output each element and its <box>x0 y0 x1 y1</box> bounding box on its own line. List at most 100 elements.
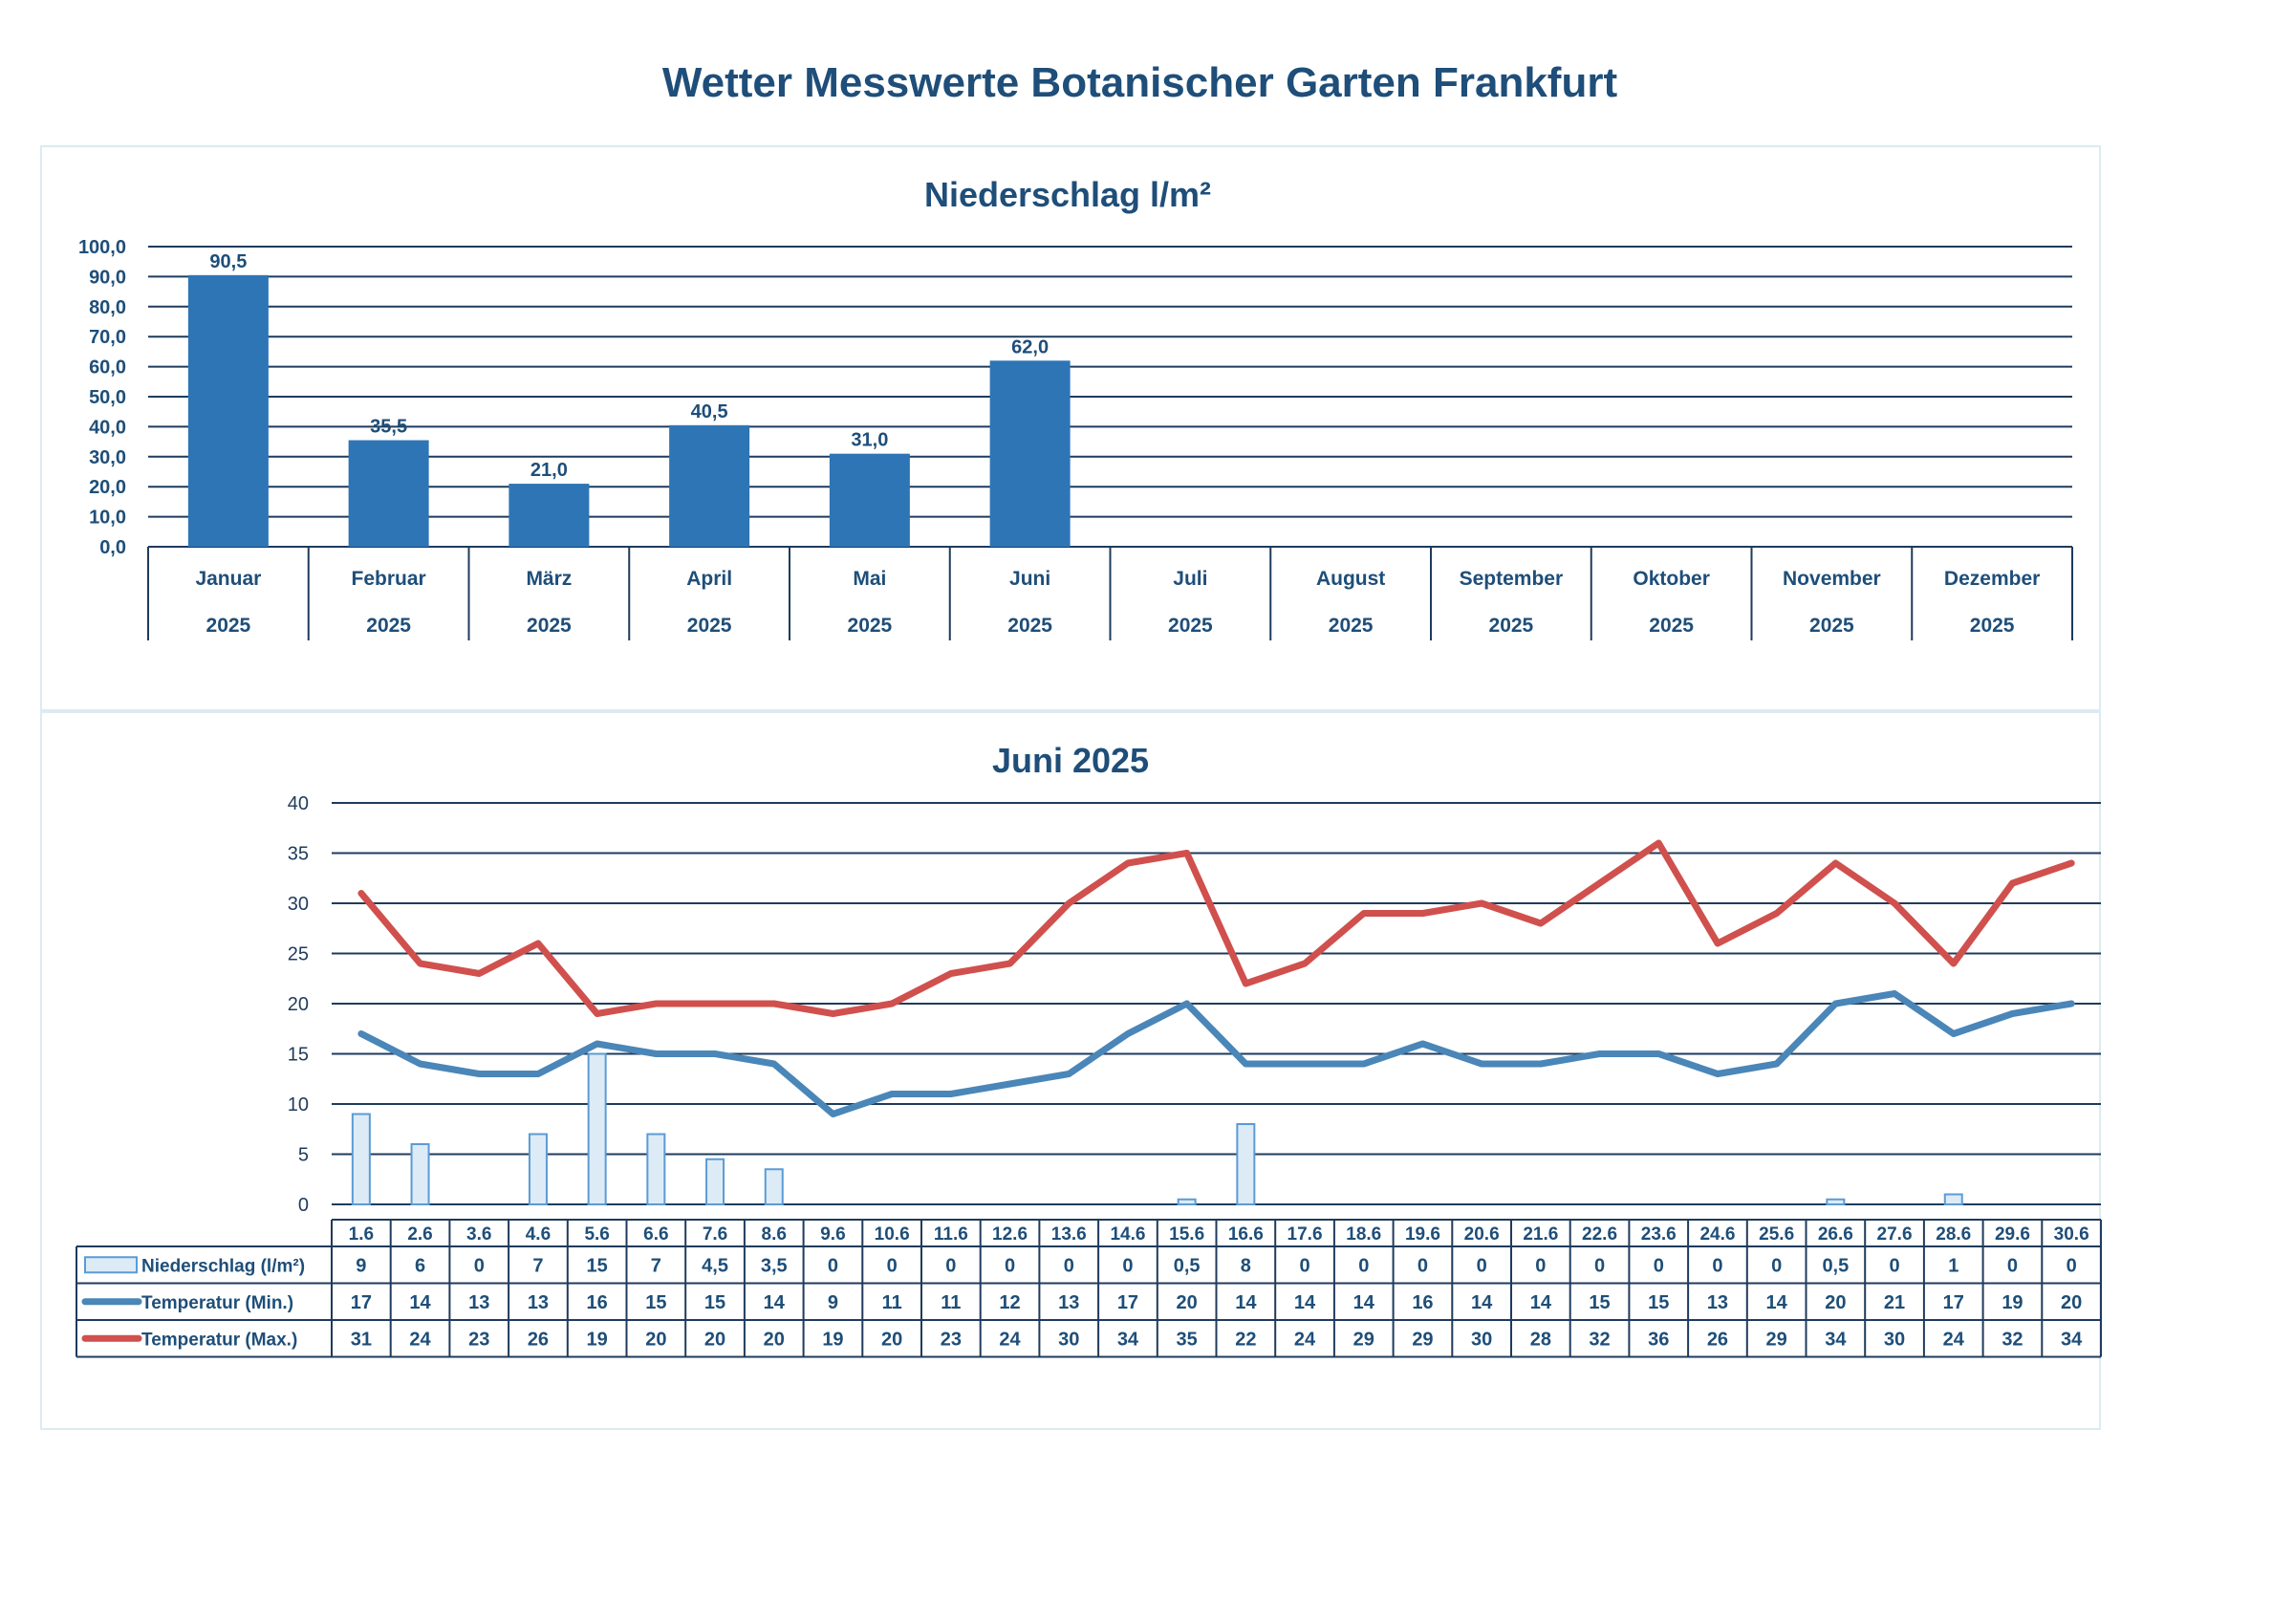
precip-bar <box>1826 1198 1846 1205</box>
table-cell: 0 <box>1122 1255 1133 1276</box>
table-cell: 34 <box>1117 1329 1139 1350</box>
precip-bar <box>1943 1193 1963 1205</box>
bar-value-label: 35,5 <box>370 417 407 438</box>
table-header-date: 22.6 <box>1582 1224 1617 1245</box>
y-tick-label: 20 <box>288 994 309 1015</box>
bar <box>187 274 269 547</box>
precip-bar <box>528 1133 548 1205</box>
x-tick-label: Dezember <box>1944 568 2040 590</box>
table-cell: 14 <box>409 1292 431 1313</box>
table-cell: 15 <box>1589 1292 1610 1313</box>
table-cell: 24 <box>1294 1329 1316 1350</box>
table-cell: 13 <box>468 1292 489 1313</box>
x-tick-label: Oktober <box>1633 568 1710 590</box>
chart-title: Niederschlag l/m² <box>924 175 1211 214</box>
x-tick-year: 2025 <box>1168 615 1213 637</box>
x-tick-label: Mai <box>853 568 886 590</box>
table-header-date: 8.6 <box>762 1224 787 1245</box>
bar-value-label: 40,5 <box>691 401 728 422</box>
table-cell: 23 <box>941 1329 962 1350</box>
table-cell: 0,5 <box>1822 1255 1849 1276</box>
table-cell: 14 <box>1471 1292 1493 1313</box>
table-cell: 24 <box>1943 1329 1965 1350</box>
table-cell: 4,5 <box>702 1255 728 1276</box>
y-tick-label: 100,0 <box>78 237 126 258</box>
line-temp-max <box>357 839 2075 1017</box>
x-tick-label: Juni <box>1009 568 1050 590</box>
table-header-date: 29.6 <box>1995 1224 2030 1245</box>
x-tick-label: Januar <box>195 568 261 590</box>
table-cell: 30 <box>1884 1329 1905 1350</box>
precip-bar <box>410 1143 430 1205</box>
y-tick-label: 10 <box>288 1094 309 1115</box>
table-cell: 30 <box>1058 1329 1079 1350</box>
bar-value-label: 90,5 <box>209 251 247 272</box>
table-cell: 0 <box>1477 1255 1487 1276</box>
bar-value-label: 62,0 <box>1011 336 1049 357</box>
y-tick-label: 40 <box>288 793 309 814</box>
y-tick-label: 30 <box>288 894 309 915</box>
table-cell: 15 <box>645 1292 666 1313</box>
table-cell: 0 <box>945 1255 956 1276</box>
x-tick-label: April <box>686 568 732 590</box>
table-cell: 6 <box>415 1255 425 1276</box>
table-cell: 0 <box>2067 1255 2077 1276</box>
table-cell: 32 <box>1589 1329 1610 1350</box>
table-header-date: 9.6 <box>820 1224 845 1245</box>
line-temp-min <box>357 990 2075 1117</box>
precip-bar <box>1177 1198 1197 1205</box>
table-cell: 15 <box>587 1255 608 1276</box>
table-cell: 7 <box>651 1255 661 1276</box>
table-cell: 32 <box>2002 1329 2023 1350</box>
table-cell: 14 <box>1353 1292 1375 1313</box>
monthly-precipitation-panel <box>40 145 2101 711</box>
x-tick-year: 2025 <box>1007 615 1052 637</box>
precip-bar <box>1236 1123 1256 1205</box>
table-cell: 26 <box>1707 1329 1728 1350</box>
table-header-date: 14.6 <box>1110 1224 1145 1245</box>
x-tick-year: 2025 <box>687 615 732 637</box>
table-header-date: 12.6 <box>992 1224 1028 1245</box>
x-tick-label: August <box>1316 568 1385 590</box>
june-daily-panel <box>40 711 2101 1430</box>
table-cell: 9 <box>828 1292 838 1313</box>
table-cell: 15 <box>704 1292 725 1313</box>
table-cell: 30 <box>1471 1329 1492 1350</box>
y-tick-label: 0,0 <box>99 537 126 558</box>
y-tick-label: 10,0 <box>89 508 126 529</box>
precip-bar <box>351 1113 371 1205</box>
table-header-date: 17.6 <box>1288 1224 1323 1245</box>
y-tick-label: 25 <box>288 944 309 965</box>
table-cell: 0 <box>1005 1255 1015 1276</box>
x-tick-year: 2025 <box>1329 615 1374 637</box>
y-tick-label: 50,0 <box>89 387 126 408</box>
chart-title: Juni 2025 <box>992 741 1149 780</box>
table-cell: 0 <box>1654 1255 1664 1276</box>
table-cell: 11 <box>941 1292 961 1313</box>
table-cell: 34 <box>2061 1329 2083 1350</box>
y-tick-label: 5 <box>298 1145 309 1166</box>
table-header-date: 13.6 <box>1051 1224 1087 1245</box>
table-cell: 14 <box>764 1292 786 1313</box>
x-tick-year: 2025 <box>527 615 572 637</box>
table-cell: 11 <box>882 1292 902 1313</box>
x-tick-year: 2025 <box>1970 615 2015 637</box>
table-cell: 20 <box>1825 1292 1846 1313</box>
table-cell: 0 <box>887 1255 898 1276</box>
table-cell: 0 <box>1418 1255 1428 1276</box>
table-cell: 0 <box>1535 1255 1546 1276</box>
table-cell: 0 <box>1712 1255 1722 1276</box>
precip-bar <box>587 1052 607 1205</box>
table-cell: 29 <box>1353 1329 1374 1350</box>
table-cell: 9 <box>356 1255 366 1276</box>
table-cell: 0,5 <box>1174 1255 1201 1276</box>
table-cell: 24 <box>999 1329 1021 1350</box>
precip-bar <box>646 1133 666 1205</box>
table-header-date: 23.6 <box>1641 1224 1677 1245</box>
table-cell: 0 <box>1889 1255 1899 1276</box>
table-cell: 16 <box>587 1292 608 1313</box>
x-tick-year: 2025 <box>1809 615 1854 637</box>
table-header-date: 15.6 <box>1169 1224 1204 1245</box>
table-header-date: 18.6 <box>1346 1224 1381 1245</box>
table-header-date: 19.6 <box>1405 1224 1440 1245</box>
